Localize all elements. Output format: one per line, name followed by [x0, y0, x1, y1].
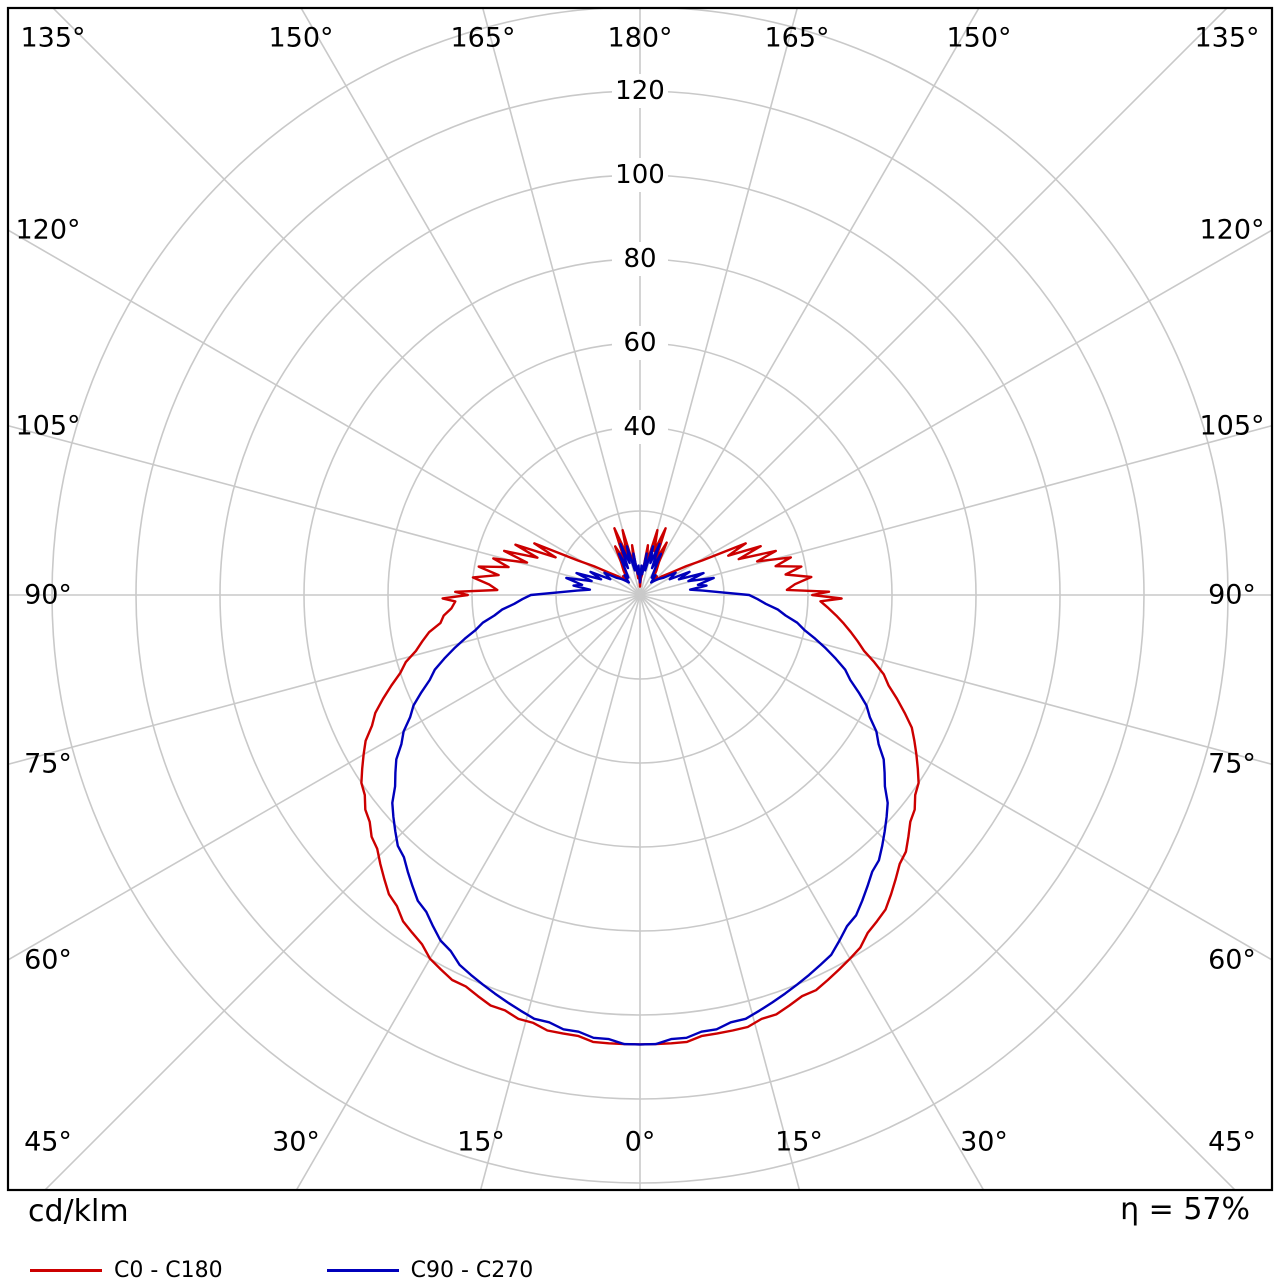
svg-text:30°: 30° [272, 1127, 320, 1158]
svg-text:60°: 60° [24, 945, 72, 976]
svg-text:80: 80 [623, 244, 656, 274]
svg-text:165°: 165° [450, 23, 515, 54]
svg-text:180°: 180° [607, 23, 672, 54]
svg-text:120°: 120° [1199, 215, 1264, 246]
legend: C0 - C180 C90 - C270 [30, 1258, 533, 1280]
svg-text:60°: 60° [1208, 945, 1256, 976]
legend-line-c90-c270 [326, 1269, 399, 1272]
legend-item-c0-c180: C0 - C180 [30, 1258, 223, 1280]
svg-text:75°: 75° [24, 749, 72, 780]
svg-text:100: 100 [615, 160, 665, 190]
svg-text:135°: 135° [1194, 23, 1259, 54]
svg-text:105°: 105° [1199, 411, 1264, 442]
svg-text:40: 40 [623, 412, 656, 442]
svg-text:45°: 45° [24, 1127, 72, 1158]
efficiency-value: η = 57% [1120, 1192, 1250, 1227]
legend-line-c0-c180 [30, 1269, 102, 1272]
svg-text:150°: 150° [268, 23, 333, 54]
svg-text:135°: 135° [20, 23, 85, 54]
svg-text:0°: 0° [625, 1127, 656, 1158]
svg-text:90°: 90° [24, 580, 72, 611]
legend-item-c90-c270: C90 - C270 [326, 1258, 534, 1280]
legend-label-c90-c270: C90 - C270 [410, 1258, 534, 1280]
svg-text:120°: 120° [15, 215, 80, 246]
svg-text:90°: 90° [1208, 580, 1256, 611]
svg-text:75°: 75° [1208, 749, 1256, 780]
svg-text:15°: 15° [775, 1127, 823, 1158]
svg-text:60: 60 [623, 328, 656, 358]
svg-text:165°: 165° [764, 23, 829, 54]
svg-text:120: 120 [615, 76, 665, 106]
svg-text:105°: 105° [15, 411, 80, 442]
svg-text:150°: 150° [946, 23, 1011, 54]
svg-text:45°: 45° [1208, 1127, 1256, 1158]
units-label: cd/klm [28, 1194, 129, 1229]
legend-label-c0-c180: C0 - C180 [114, 1258, 223, 1280]
svg-text:30°: 30° [960, 1127, 1008, 1158]
svg-text:15°: 15° [457, 1127, 505, 1158]
